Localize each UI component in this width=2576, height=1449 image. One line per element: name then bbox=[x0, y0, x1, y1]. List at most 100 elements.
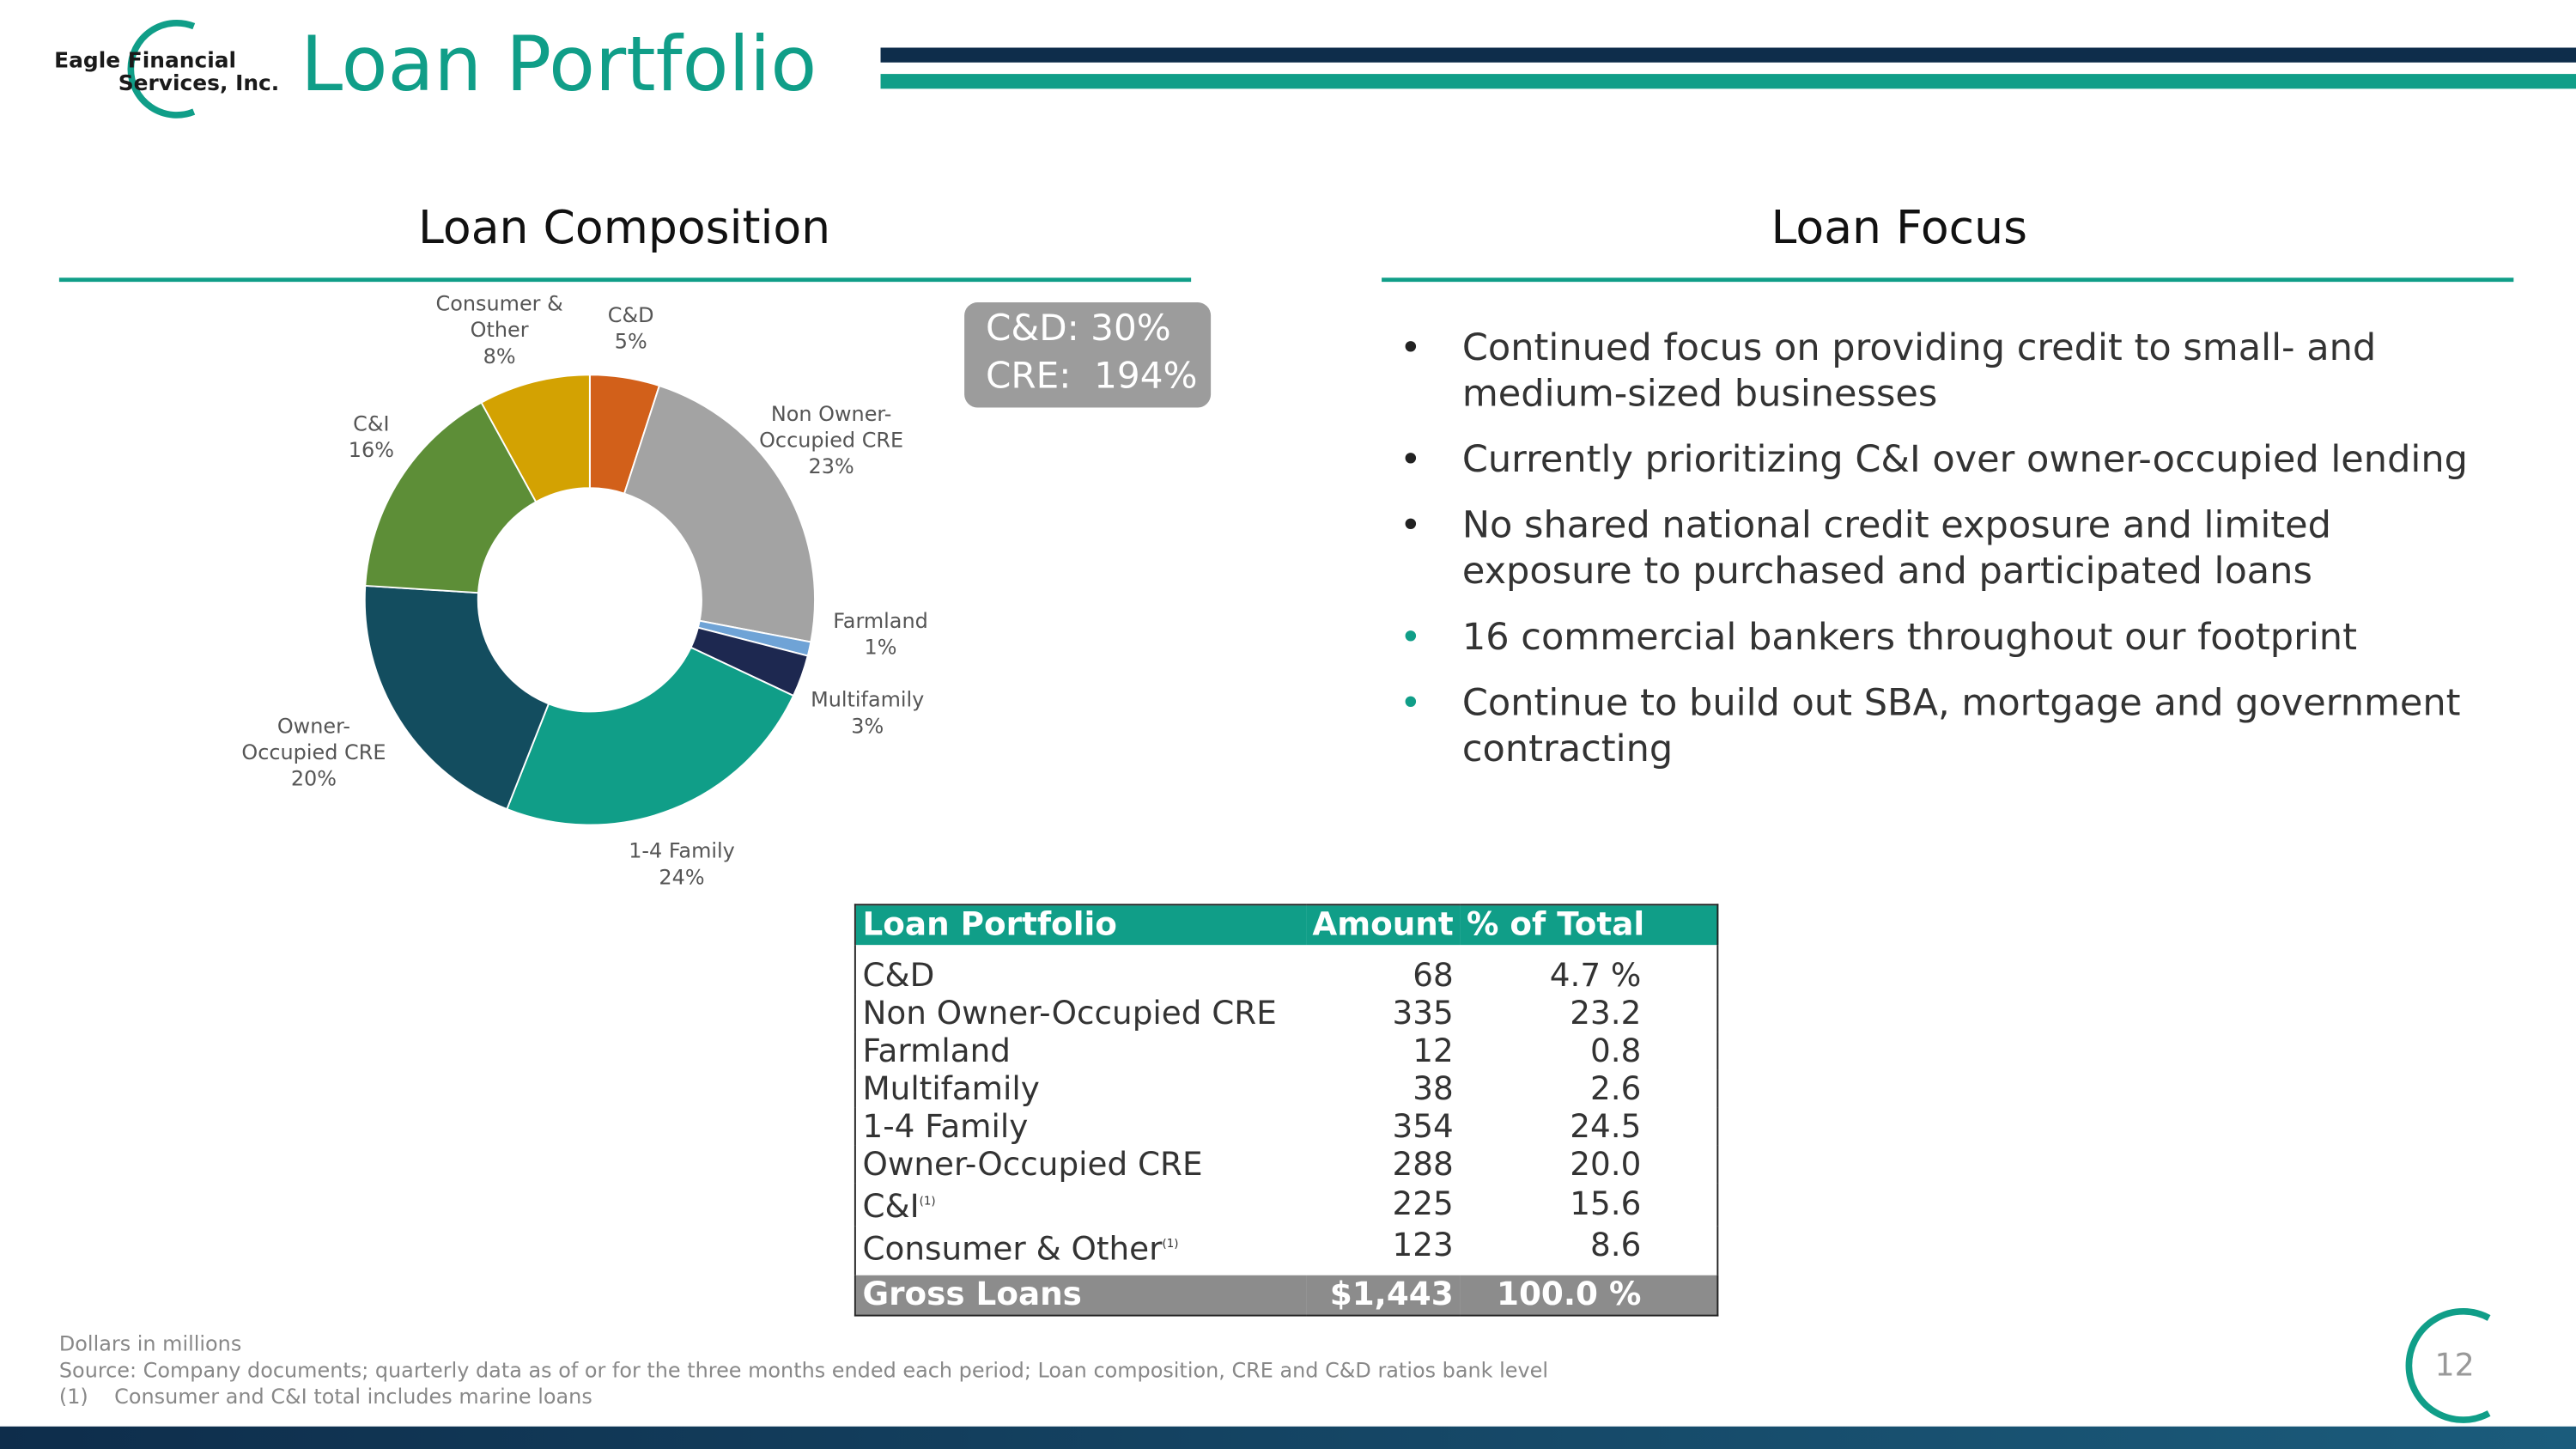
table-header: Loan Portfolio Amount % of Total bbox=[854, 904, 1718, 946]
donut-label: Owner-Occupied CRE 20% bbox=[232, 713, 396, 792]
category-label: 1-4 Family bbox=[629, 837, 735, 863]
label-text: Owner-Occupied CRE bbox=[862, 1144, 1203, 1183]
row-label: 1-4 Family bbox=[855, 1108, 1306, 1146]
bullet: 16 commercial bankers throughout our foo… bbox=[1396, 615, 2481, 661]
label-text: Multifamily bbox=[862, 1068, 1040, 1107]
donut-label: Multifamily 3% bbox=[793, 687, 941, 740]
section-title: Loan Composition bbox=[418, 200, 831, 255]
callout-text: C&D: 30% bbox=[985, 308, 1171, 350]
callout-box bbox=[964, 302, 1212, 408]
donut-slice bbox=[623, 384, 816, 643]
row-label: Non Owner-Occupied CRE bbox=[855, 995, 1306, 1032]
category-label: Non Owner-Occupied CRE bbox=[759, 400, 904, 453]
rule bbox=[58, 277, 1192, 283]
category-label: Consumer & Other bbox=[435, 290, 563, 342]
value-label: 24% bbox=[659, 864, 705, 890]
donut-label: Non Owner-Occupied CRE 23% bbox=[749, 401, 913, 480]
amount-cell: 123 bbox=[1392, 1226, 1454, 1264]
donut-label: Farmland 1% bbox=[806, 608, 954, 661]
header-cell: % of Total bbox=[1460, 904, 1718, 946]
value-label: 5% bbox=[614, 328, 647, 354]
loan-table: Loan Portfolio Amount % of Total C&D 68 4.… bbox=[854, 904, 1719, 1317]
row-label: C&D bbox=[855, 945, 1306, 994]
footnote-mark: (1) bbox=[919, 1194, 936, 1209]
header-cell: Amount bbox=[1305, 904, 1461, 946]
table-row: Consumer & Other(1) 123 8.6 bbox=[855, 1225, 1717, 1275]
value-label: 23% bbox=[808, 454, 854, 478]
value-label: 1% bbox=[864, 634, 897, 660]
value-label: 3% bbox=[851, 713, 884, 739]
donut-slice bbox=[506, 646, 795, 826]
header-cell: Loan Portfolio bbox=[854, 904, 1306, 946]
table-row: C&D 68 4.7 % bbox=[855, 945, 1717, 994]
donut-label: 1-4 Family 24% bbox=[608, 838, 756, 891]
pct-cell: 8.6 bbox=[1590, 1226, 1642, 1264]
pct-cell: 4.7 % bbox=[1549, 955, 1642, 994]
logo-text: Eagle Financial bbox=[54, 49, 237, 75]
label-text: 1-4 Family bbox=[862, 1106, 1029, 1145]
value-label: 8% bbox=[483, 343, 516, 368]
bullet: Currently prioritizing C&I over owner-oc… bbox=[1396, 437, 2481, 484]
header-bar bbox=[880, 74, 2576, 89]
bullet: Continued focus on providing credit to s… bbox=[1396, 326, 2481, 417]
total-pct: 100.0 % bbox=[1460, 1275, 1718, 1316]
amount-cell: 288 bbox=[1392, 1144, 1454, 1183]
pct-cell: 15.6 bbox=[1570, 1184, 1642, 1223]
donut-slice bbox=[480, 374, 591, 503]
table-row: Non Owner-Occupied CRE 335 23.2 bbox=[855, 995, 1717, 1032]
section-title: Loan Focus bbox=[1771, 200, 2028, 255]
total-amount: $1,443 bbox=[1305, 1275, 1461, 1316]
row-label: Consumer & Other(1) bbox=[855, 1225, 1306, 1275]
header-bar bbox=[880, 47, 2576, 63]
logo-text: Services, Inc. bbox=[118, 72, 280, 97]
donut-label: C&I 16% bbox=[297, 411, 445, 463]
value-label: 20% bbox=[290, 765, 337, 791]
category-label: C&D bbox=[607, 302, 654, 327]
page-title: Loan Portfolio bbox=[301, 19, 817, 109]
category-label: Owner-Occupied CRE bbox=[241, 713, 386, 764]
donut bbox=[363, 374, 816, 826]
pct-cell: 20.0 bbox=[1570, 1144, 1642, 1183]
label-text: Farmland bbox=[862, 1031, 1011, 1069]
page-number: 12 bbox=[2434, 1347, 2475, 1384]
row-label: Farmland bbox=[855, 1032, 1306, 1070]
label-text: Consumer & Other bbox=[862, 1229, 1163, 1268]
amount-cell: 38 bbox=[1413, 1068, 1454, 1107]
value-label: 16% bbox=[348, 436, 394, 462]
footnote: Dollars in millions bbox=[58, 1330, 242, 1356]
logo-arc bbox=[127, 20, 196, 119]
pct-cell: 24.5 bbox=[1570, 1106, 1642, 1145]
label-text: C&I bbox=[862, 1187, 920, 1226]
pct-cell: 23.2 bbox=[1570, 993, 1642, 1032]
amount-cell: 225 bbox=[1392, 1184, 1454, 1223]
row-label: Owner-Occupied CRE bbox=[855, 1146, 1306, 1184]
footnote: Source: Company documents; quarterly dat… bbox=[58, 1357, 1548, 1383]
rule bbox=[1382, 277, 2514, 283]
amount-cell: 12 bbox=[1413, 1031, 1454, 1069]
label-text: C&D bbox=[862, 955, 935, 994]
amount-cell: 335 bbox=[1392, 993, 1454, 1032]
label-text: Non Owner-Occupied CRE bbox=[862, 993, 1277, 1032]
table-row: Farmland 12 0.8 bbox=[855, 1032, 1717, 1070]
donut-label: Consumer & Other 8% bbox=[426, 291, 574, 370]
row-label: C&I(1) bbox=[855, 1184, 1306, 1226]
footer-bar bbox=[0, 1426, 2576, 1449]
donut-slice bbox=[363, 584, 550, 811]
footnote: (1) Consumer and C&I total includes mari… bbox=[58, 1383, 592, 1409]
row-label: Multifamily bbox=[855, 1070, 1306, 1108]
bullet: No shared national credit exposure and l… bbox=[1396, 502, 2481, 594]
page-arc bbox=[2405, 1308, 2491, 1423]
table-row: C&I(1) 225 15.6 bbox=[855, 1184, 1717, 1226]
amount-cell: 354 bbox=[1392, 1106, 1454, 1145]
donut-label: C&D 5% bbox=[557, 302, 705, 355]
total-label: Gross Loans bbox=[854, 1275, 1306, 1316]
table-row: Multifamily 38 2.6 bbox=[855, 1070, 1717, 1108]
table-row: Owner-Occupied CRE 288 20.0 bbox=[855, 1146, 1717, 1184]
bullet-list: Continued focus on providing credit to s… bbox=[1396, 326, 2481, 792]
pct-cell: 0.8 bbox=[1590, 1031, 1642, 1069]
category-label: C&I bbox=[353, 411, 390, 436]
donut-slice bbox=[364, 401, 538, 594]
